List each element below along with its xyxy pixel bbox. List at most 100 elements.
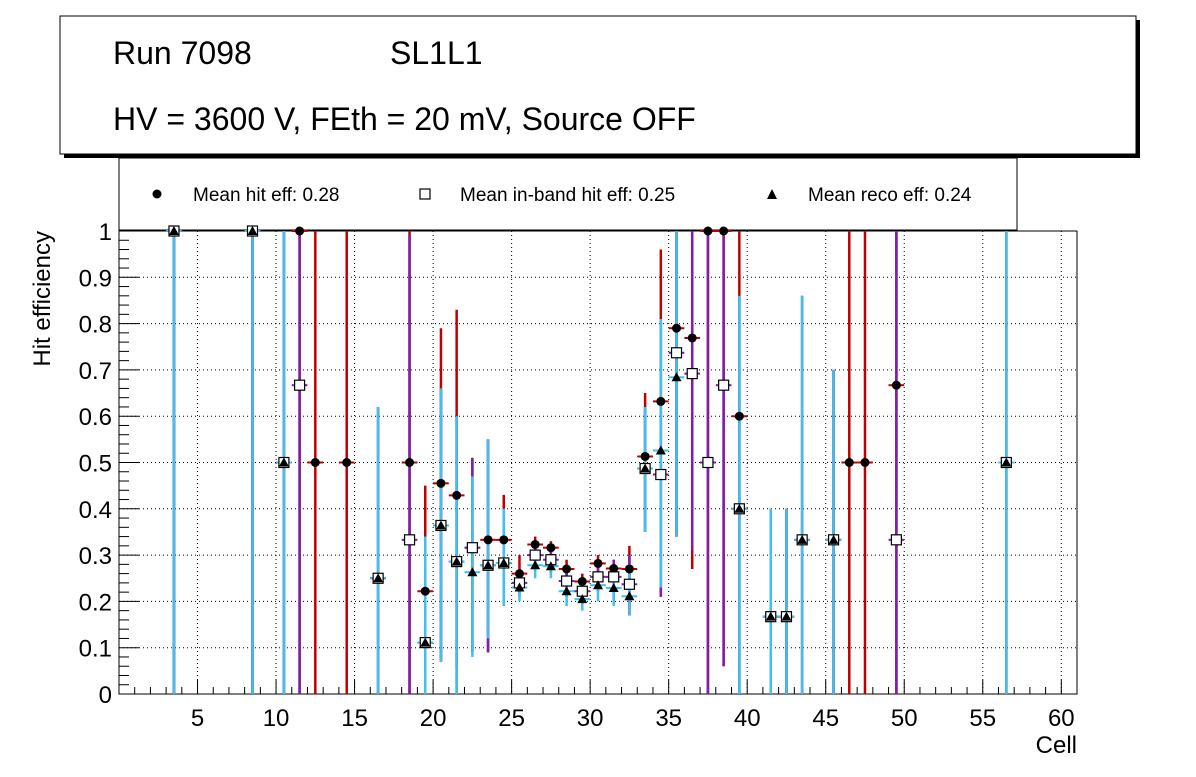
legend-inband-label: Mean in-band hit eff: 0.25 — [460, 185, 675, 206]
x-tick-label: 25 — [498, 705, 525, 732]
conditions-label: HV = 3600 V, FEth = 20 mV, Source OFF — [113, 101, 696, 137]
hit-eff-point — [687, 333, 697, 343]
reco-eff-point — [278, 457, 289, 467]
hit-eff-point — [860, 458, 870, 467]
title-box-frame — [59, 15, 1137, 155]
reco-eff-point — [765, 611, 776, 621]
x-tick-label: 55 — [969, 705, 996, 732]
plot-frame — [118, 230, 1078, 695]
reco-eff-point — [781, 611, 792, 621]
hit-eff-point — [593, 558, 603, 568]
hit-eff-point — [546, 543, 556, 553]
hit-eff-point — [609, 564, 619, 574]
reco-eff-point — [420, 637, 431, 647]
y-tick-label: 0.2 — [79, 589, 112, 616]
legend-hit-label: Mean hit eff: 0.28 — [193, 185, 339, 206]
x-tick-label: 40 — [734, 705, 761, 732]
x-tick-label: 30 — [577, 705, 604, 732]
inband-eff-point — [560, 575, 573, 587]
hit-eff-point — [844, 458, 854, 467]
legend-reco-label: Mean reco eff: 0.24 — [808, 185, 972, 206]
inband-eff-point — [702, 456, 714, 469]
inband-eff-point — [670, 347, 683, 359]
y-tick-label: 0.7 — [79, 358, 112, 385]
title-box: Run 7098 SL1L1 HV = 3600 V, FEth = 20 mV… — [59, 15, 1140, 158]
legend-hit-marker — [152, 189, 162, 199]
y-tick-label: 0.1 — [79, 636, 112, 663]
x-tick-label: 60 — [1048, 705, 1075, 732]
legend-reco-marker — [767, 189, 777, 199]
y-tick-label: 0.3 — [79, 543, 112, 570]
reco-eff-point — [655, 445, 666, 455]
inband-eff-point — [686, 368, 698, 380]
hit-eff-point — [891, 380, 901, 390]
series-3-markers — [168, 226, 1012, 647]
hit-eff-point — [656, 396, 666, 406]
inband-eff-point — [466, 542, 478, 554]
legend-frame — [118, 157, 1018, 231]
reco-eff-point — [624, 591, 635, 601]
reco-eff-point — [498, 557, 509, 567]
inband-eff-point — [655, 468, 667, 481]
reco-eff-point — [247, 226, 258, 235]
reco-eff-point — [671, 372, 682, 382]
inband-eff-point — [623, 578, 636, 590]
y-tick-label: 0.9 — [79, 265, 112, 292]
inband-eff-point — [294, 379, 306, 391]
x-tick-label: 20 — [420, 705, 447, 732]
plot-area — [119, 231, 1077, 694]
y-tick-label: 0 — [99, 682, 112, 709]
reco-eff-point — [608, 582, 619, 592]
reco-eff-point — [483, 560, 494, 570]
hit-eff-point — [514, 569, 524, 579]
hit-eff-point — [483, 535, 493, 545]
legend-inband-marker — [419, 188, 431, 200]
inband-eff-point — [890, 534, 902, 546]
run-label: Run 7098 — [113, 35, 252, 71]
reco-eff-point — [168, 226, 179, 235]
hit-eff-point — [640, 451, 650, 461]
hit-eff-point — [436, 478, 446, 488]
layer-label: SL1L1 — [390, 35, 483, 71]
hit-eff-point — [310, 458, 320, 467]
hit-eff-point — [295, 226, 305, 236]
y-tick-label: 0.8 — [79, 312, 112, 339]
hit-eff-point — [577, 576, 587, 586]
reco-eff-point — [577, 594, 588, 604]
hit-eff-point — [452, 490, 462, 500]
x-tick-label: 15 — [341, 705, 368, 732]
hit-eff-point — [405, 458, 415, 467]
reco-eff-point — [734, 503, 745, 513]
x-tick-label: 45 — [812, 705, 839, 732]
hit-eff-point — [734, 411, 744, 421]
hit-eff-point — [672, 323, 682, 333]
y-tick-label: 0.6 — [79, 404, 112, 431]
hit-eff-point — [342, 458, 352, 467]
hit-eff-point — [624, 564, 634, 574]
hit-eff-point — [530, 539, 540, 549]
inband-eff-point — [718, 379, 730, 391]
x-axis-label: Cell — [1036, 732, 1077, 759]
x-tick-label: 35 — [655, 705, 682, 732]
x-tick-label: 5 — [191, 705, 204, 732]
hit-eff-point — [499, 535, 509, 545]
hit-eff-point — [719, 226, 729, 236]
reco-eff-point — [435, 520, 446, 530]
y-tick-label: 0.5 — [79, 451, 112, 478]
y-axis-label: Hit efficiency — [29, 231, 56, 367]
hit-eff-point — [420, 586, 430, 596]
hit-eff-point — [703, 226, 713, 236]
grid — [119, 230, 1077, 695]
reco-eff-point — [467, 567, 478, 577]
legend: Mean hit eff: 0.28 Mean in-band hit eff:… — [118, 157, 1018, 231]
axes: 5 10 15 20 25 30 35 40 45 50 55 60 0 0.1 0.2 0.3 0.4 0.5 0… — [79, 219, 1078, 732]
reco-eff-point — [561, 586, 572, 596]
x-tick-label: 10 — [263, 705, 290, 732]
reco-eff-point — [545, 561, 556, 571]
inband-eff-point — [403, 534, 416, 546]
reco-eff-point — [593, 580, 603, 590]
inband-eff-point — [529, 549, 541, 561]
data-points — [166, 225, 1015, 694]
reco-eff-point — [451, 556, 462, 566]
